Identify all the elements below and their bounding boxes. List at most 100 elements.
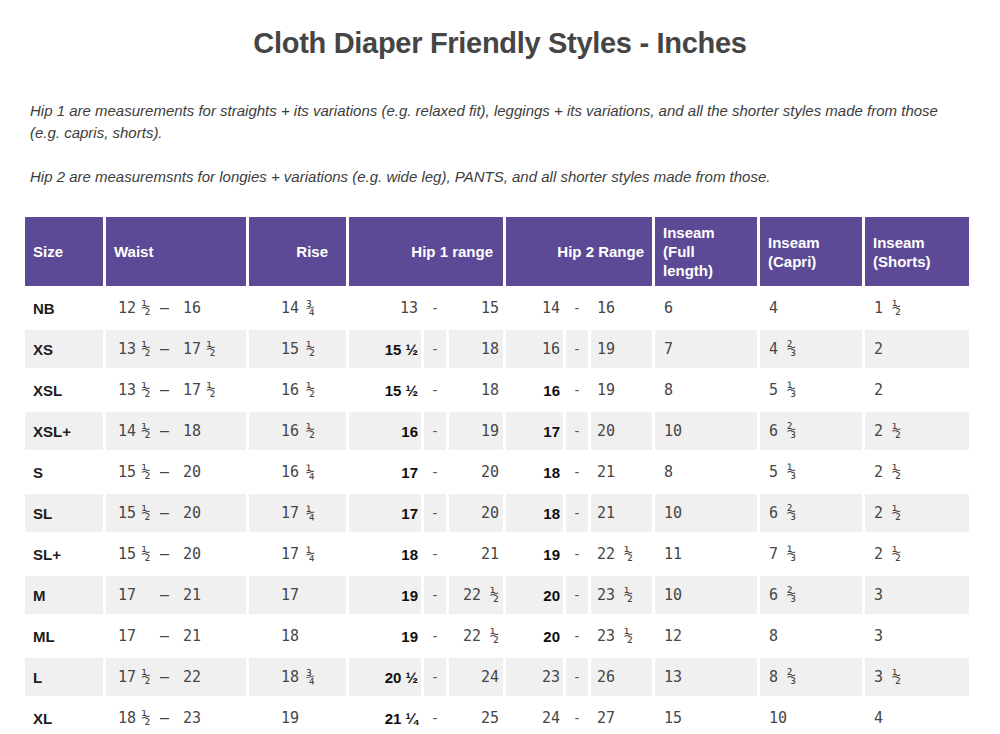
rise-frac: ½ [299, 340, 315, 358]
waist-max-whole: 21 [173, 586, 201, 604]
rise-whole: 16 [249, 463, 299, 481]
waist-cell: 14½–18 [106, 412, 246, 450]
rise-cell: 19 [249, 699, 346, 734]
hip2-min-cell: 18 [506, 494, 563, 532]
hip2-max-cell: 19 [591, 371, 652, 409]
hip1-dash-cell: - [424, 494, 446, 532]
table-row: SL15½–2017¼17-2018-21106 ⅔2 ½ [25, 494, 969, 532]
rise-frac: ½ [299, 381, 315, 399]
waist-cell: 13½–17½ [106, 330, 246, 368]
inseam-shorts-cell: 2 [865, 371, 969, 409]
hip2-max-cell: 21 [591, 453, 652, 491]
inseam-capri-cell: 5 ⅓ [760, 371, 862, 409]
inseam-full-cell: 13 [655, 658, 757, 696]
hip2-dash-cell: - [566, 658, 588, 696]
hip2-min-cell: 16 [506, 330, 563, 368]
size-cell: SL [25, 494, 103, 532]
waist-max-whole: 23 [173, 709, 201, 727]
inseam-shorts-cell: 2 [865, 330, 969, 368]
hip1-max-cell: 20 [449, 494, 503, 532]
waist-min-whole: 13 [110, 340, 136, 358]
waist-dash: – [156, 586, 173, 604]
waist-max-whole: 21 [173, 627, 201, 645]
inseam-full-cell: 10 [655, 494, 757, 532]
hip2-dash-cell: - [566, 371, 588, 409]
hip1-dash-cell: - [424, 658, 446, 696]
size-cell: XS [25, 330, 103, 368]
size-cell: L [25, 658, 103, 696]
hip1-max-cell: 24 [449, 658, 503, 696]
hip1-min-cell: 15 ½ [349, 371, 421, 409]
hip1-dash-cell: - [424, 330, 446, 368]
waist-dash: – [156, 381, 173, 399]
hip2-max-cell: 27 [591, 699, 652, 734]
header-inseam-capri: Inseam (Capri) [760, 217, 862, 286]
rise-whole: 16 [249, 381, 299, 399]
hip2-min-cell: 14 [506, 289, 563, 327]
rise-frac: ¼ [299, 504, 315, 522]
waist-dash: – [156, 545, 173, 563]
header-row: Size Waist Rise Hip 1 range Hip 2 Range … [25, 217, 969, 286]
hip2-dash-cell: - [566, 576, 588, 614]
hip2-max-cell: 23 ½ [591, 576, 652, 614]
hip2-dash-cell: - [566, 289, 588, 327]
waist-dash: – [156, 709, 173, 727]
size-cell: XSL [25, 371, 103, 409]
waist-min-whole: 17 [110, 627, 136, 645]
inseam-capri-cell: 8 ⅔ [760, 658, 862, 696]
rise-whole: 17 [249, 545, 299, 563]
table-row: S15½–2016¼17-2018-2185 ⅓2 ½ [25, 453, 969, 491]
waist-dash: – [156, 422, 173, 440]
inseam-capri-cell: 10 [760, 699, 862, 734]
rise-cell: 14¾ [249, 289, 346, 327]
hip1-min-cell: 15 ½ [349, 330, 421, 368]
size-cell: XL [25, 699, 103, 734]
waist-min-whole: 15 [110, 463, 136, 481]
table-row: XL18½–231921 ¼-2524-2715104 [25, 699, 969, 734]
waist-cell: 18½–23 [106, 699, 246, 734]
hip1-dash-cell: - [424, 289, 446, 327]
inseam-full-cell: 11 [655, 535, 757, 573]
waist-min-frac: ½ [136, 463, 156, 481]
rise-frac: ¼ [299, 545, 315, 563]
waist-cell: 17½–22 [106, 658, 246, 696]
rise-whole: 18 [249, 627, 299, 645]
hip1-dash-cell: - [424, 576, 446, 614]
rise-frac: ½ [299, 422, 315, 440]
rise-cell: 16½ [249, 412, 346, 450]
waist-dash: – [156, 299, 173, 317]
inseam-full-cell: 15 [655, 699, 757, 734]
inseam-shorts-cell: 3 ½ [865, 658, 969, 696]
table-row: L17½–2218¾20 ½-2423-26138 ⅔3 ½ [25, 658, 969, 696]
hip1-max-cell: 18 [449, 330, 503, 368]
header-hip2-range: Hip 2 Range [506, 217, 652, 286]
rise-whole: 17 [249, 504, 299, 522]
header-rise: Rise [249, 217, 346, 286]
hip2-note: Hip 2 are measuremsnts for longies + var… [30, 166, 972, 188]
header-hip1-range: Hip 1 range [349, 217, 503, 286]
table-row: ML17–211819-22 ½20-23 ½1283 [25, 617, 969, 655]
inseam-shorts-cell: 2 ½ [865, 453, 969, 491]
inseam-full-cell: 6 [655, 289, 757, 327]
waist-min-frac: ½ [136, 504, 156, 522]
waist-max-whole: 20 [173, 504, 201, 522]
table-header: Size Waist Rise Hip 1 range Hip 2 Range … [25, 217, 969, 286]
hip2-min-cell: 19 [506, 535, 563, 573]
rise-frac: ¼ [299, 463, 315, 481]
waist-cell: 12½–16 [106, 289, 246, 327]
header-size: Size [25, 217, 103, 286]
waist-max-frac: ½ [201, 381, 221, 399]
table-row: SL+15½–2017¼18-2119-22 ½117 ⅓2 ½ [25, 535, 969, 573]
rise-cell: 17¼ [249, 494, 346, 532]
inseam-capri-cell: 8 [760, 617, 862, 655]
waist-cell: 17–21 [106, 576, 246, 614]
hip2-dash-cell: - [566, 453, 588, 491]
inseam-capri-cell: 7 ⅓ [760, 535, 862, 573]
hip2-max-cell: 16 [591, 289, 652, 327]
hip2-min-cell: 16 [506, 371, 563, 409]
inseam-shorts-cell: 1 ½ [865, 289, 969, 327]
header-waist: Waist [106, 217, 246, 286]
waist-cell: 17–21 [106, 617, 246, 655]
hip1-min-cell: 16 [349, 412, 421, 450]
waist-max-whole: 17 [173, 381, 201, 399]
